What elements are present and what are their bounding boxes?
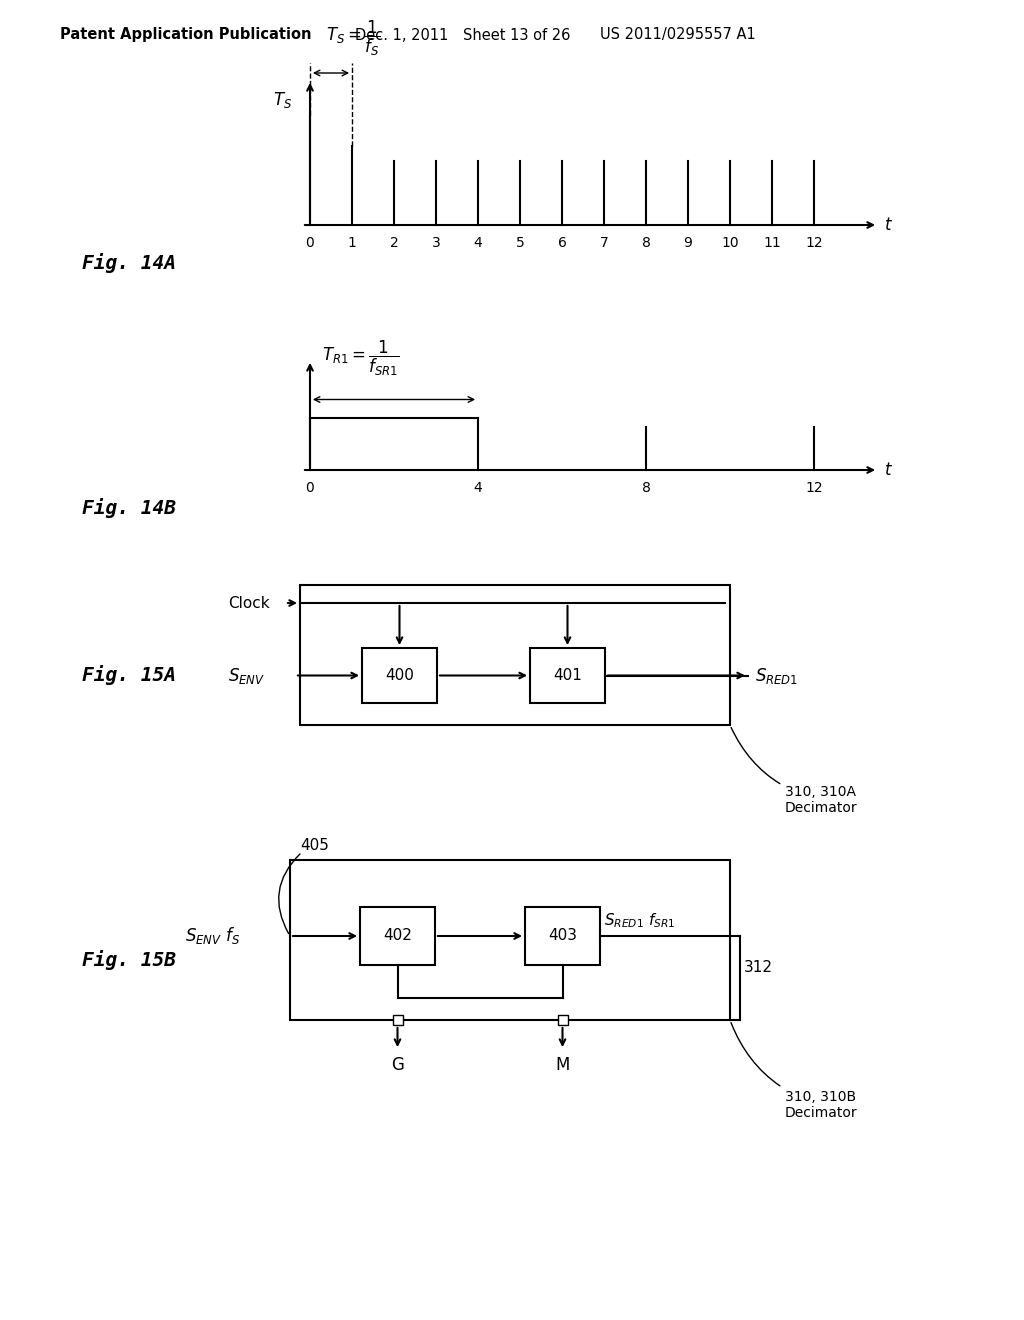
Text: $T_S = \dfrac{1}{f_S}$: $T_S = \dfrac{1}{f_S}$	[326, 18, 380, 58]
Text: 312: 312	[744, 961, 773, 975]
Text: 9: 9	[684, 236, 692, 249]
Bar	[525, 907, 600, 965]
Bar	[362, 648, 437, 704]
Text: 3: 3	[432, 236, 440, 249]
Bar	[360, 907, 435, 965]
Text: G: G	[391, 1056, 403, 1074]
Text: Fig. 14B: Fig. 14B	[82, 498, 176, 517]
Text: 310, 310A
Decimator: 310, 310A Decimator	[731, 727, 858, 816]
Text: $S_{RED1}\ f_{SR1}$: $S_{RED1}\ f_{SR1}$	[604, 911, 676, 931]
Bar	[530, 648, 605, 704]
Text: Clock: Clock	[228, 595, 269, 610]
Bar	[300, 585, 730, 725]
Text: Fig. 15A: Fig. 15A	[82, 665, 176, 685]
Text: 8: 8	[642, 236, 650, 249]
Text: 403: 403	[548, 928, 577, 944]
Text: 402: 402	[383, 928, 412, 944]
Text: $S_{RED1}$: $S_{RED1}$	[755, 665, 799, 685]
Text: $t$: $t$	[884, 216, 893, 234]
Text: 0: 0	[305, 236, 314, 249]
Text: 6: 6	[557, 236, 566, 249]
Text: $T_S$: $T_S$	[272, 90, 292, 110]
Text: $S_{ENV}\ f_S$: $S_{ENV}\ f_S$	[185, 925, 241, 946]
Text: M: M	[555, 1056, 569, 1074]
Text: 8: 8	[642, 480, 650, 495]
Text: 7: 7	[600, 236, 608, 249]
Bar	[557, 1015, 567, 1026]
Text: 405: 405	[300, 838, 329, 854]
Text: 400: 400	[385, 668, 414, 682]
Text: 4: 4	[474, 480, 482, 495]
Text: Dec. 1, 2011: Dec. 1, 2011	[355, 28, 449, 42]
Text: Patent Application Publication: Patent Application Publication	[60, 28, 311, 42]
Text: $T_{R1} = \dfrac{1}{f_{SR1}}$: $T_{R1} = \dfrac{1}{f_{SR1}}$	[322, 338, 399, 378]
Bar	[290, 861, 730, 1020]
Text: 4: 4	[474, 236, 482, 249]
Text: 5: 5	[516, 236, 524, 249]
Text: 310, 310B
Decimator: 310, 310B Decimator	[731, 1023, 858, 1121]
Text: Fig. 14A: Fig. 14A	[82, 253, 176, 273]
Text: Sheet 13 of 26: Sheet 13 of 26	[463, 28, 570, 42]
Text: 12: 12	[805, 236, 823, 249]
Text: 2: 2	[389, 236, 398, 249]
Text: $t$: $t$	[884, 461, 893, 479]
Text: Fig. 15B: Fig. 15B	[82, 950, 176, 970]
Text: 12: 12	[805, 480, 823, 495]
Text: US 2011/0295557 A1: US 2011/0295557 A1	[600, 28, 756, 42]
Text: 1: 1	[347, 236, 356, 249]
Bar	[392, 1015, 402, 1026]
Text: 0: 0	[305, 480, 314, 495]
Text: 11: 11	[763, 236, 781, 249]
Text: 401: 401	[553, 668, 582, 682]
Text: 10: 10	[721, 236, 738, 249]
Text: $S_{ENV}$: $S_{ENV}$	[228, 665, 265, 685]
